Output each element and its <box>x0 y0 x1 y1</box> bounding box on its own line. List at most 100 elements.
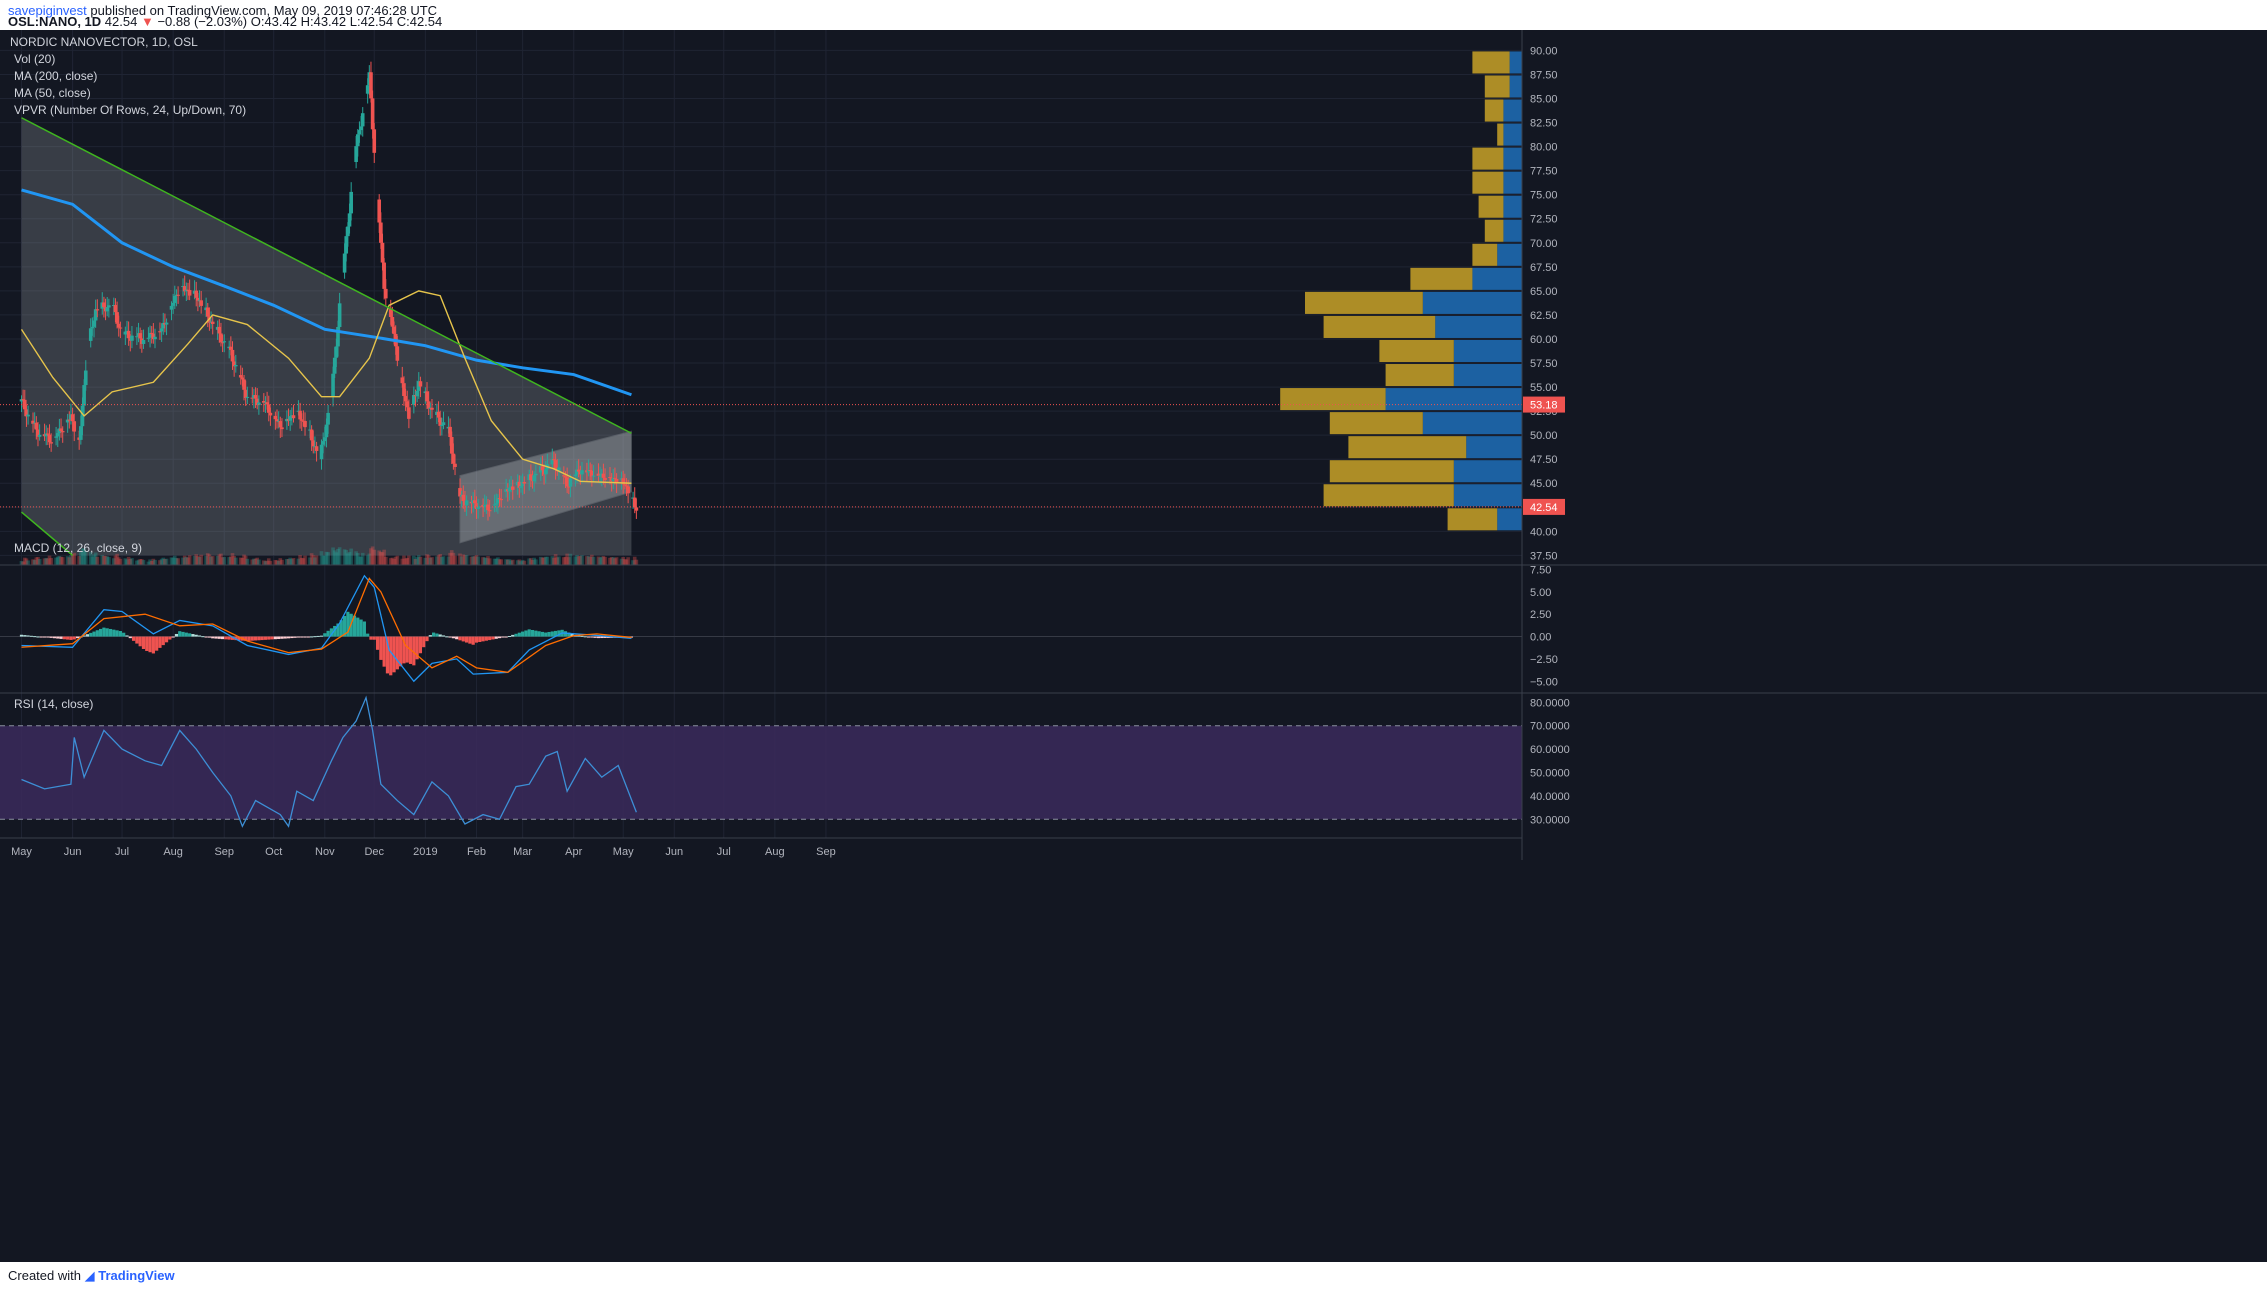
macd-histogram-bar <box>389 636 393 676</box>
vpvr-down-bar <box>1348 436 1467 459</box>
candle-body <box>59 428 63 432</box>
vpvr-up-bar <box>1497 508 1522 531</box>
symbol-name: OSL:NANO, 1D <box>8 14 102 29</box>
axes: 90.00 87.50 85.00 82.50 80.00 77.50 75.00 72.50… <box>11 45 1570 858</box>
volume-bar <box>265 560 269 565</box>
candle-body <box>458 488 462 497</box>
macd-histogram-bar <box>46 636 50 638</box>
candle-body <box>476 506 480 510</box>
candle-body <box>116 323 121 328</box>
macd-histogram-bar <box>178 631 182 637</box>
volume-bar <box>182 555 187 565</box>
volume-bar <box>384 556 388 565</box>
volume-bar <box>624 559 629 565</box>
chart-canvas[interactable]: 90.00 87.50 85.00 82.50 80.00 77.50 75.00 72.50… <box>0 30 2267 1262</box>
vpvr-down-bar <box>1472 51 1510 74</box>
candle-body <box>402 383 406 397</box>
candle-body <box>275 419 279 422</box>
macd-histogram-bar <box>392 636 396 673</box>
price-change: −0.88 (−2.03%) <box>157 14 248 29</box>
price-tick-label: 47.50 <box>1530 454 1558 466</box>
volume-bar <box>413 559 418 565</box>
volume-bar <box>598 557 602 565</box>
vpvr-up-bar <box>1503 147 1522 170</box>
author-link[interactable]: savepiginvest <box>8 3 87 18</box>
macd-histogram-bar <box>39 636 43 638</box>
channel-fill <box>459 430 632 544</box>
candle-body <box>273 415 278 420</box>
candle-body <box>222 341 227 343</box>
volume-bar <box>181 557 185 565</box>
candle-body <box>151 333 156 340</box>
candle-body <box>365 85 370 94</box>
price-badge-label: 53.18 <box>1530 400 1558 412</box>
volume-bar <box>336 548 340 565</box>
volume-bar <box>70 554 75 565</box>
macd-histogram-bar <box>359 619 363 637</box>
candle-body <box>598 475 602 477</box>
candle-body <box>311 440 316 447</box>
legend-ma50[interactable]: MA (50, close) <box>14 86 91 100</box>
candle-body <box>359 126 363 131</box>
candle-body <box>242 379 246 390</box>
candle-body <box>438 417 443 426</box>
rsi-legend[interactable]: RSI (14, close) <box>14 697 93 711</box>
volume-bar <box>543 556 548 565</box>
candle-body <box>430 407 434 410</box>
candle-body <box>118 327 123 329</box>
volume-bar <box>49 558 53 565</box>
created-with: Created with <box>8 1268 81 1283</box>
volume-bar <box>22 557 27 565</box>
volume-bar <box>565 553 569 565</box>
volume-bar <box>255 557 260 565</box>
macd-histogram-bar <box>336 623 340 637</box>
volume-bar <box>24 558 29 565</box>
candle-body <box>390 317 395 327</box>
macd-histogram-bar <box>478 636 482 642</box>
legend-ma200[interactable]: MA (200, close) <box>14 69 97 83</box>
candle-body <box>626 486 630 494</box>
macd-histogram-bar <box>537 631 541 637</box>
vpvr-up-bar <box>1422 291 1522 314</box>
macd-legend[interactable]: MACD (12, 26, close, 9) <box>14 541 142 555</box>
volume-bar <box>623 559 627 565</box>
macd-tick-label: 0.00 <box>1530 632 1551 644</box>
volume-bar <box>115 553 119 565</box>
volume-bar <box>116 557 121 565</box>
legend-vpvr[interactable]: VPVR (Number Of Rows, 24, Up/Down, 70) <box>14 103 246 117</box>
candle-body <box>552 459 556 461</box>
candle-body <box>319 444 324 460</box>
volume-bar <box>379 551 383 565</box>
candle-body <box>586 470 591 473</box>
volume-bar <box>187 555 192 565</box>
volume-bar <box>418 556 423 565</box>
volume-bar <box>403 558 408 565</box>
volume-bar <box>613 558 617 565</box>
volume-bar <box>509 560 513 565</box>
macd-histogram-bar <box>438 634 442 637</box>
macd-histogram-bar <box>158 636 162 648</box>
volume-bar <box>303 555 307 565</box>
candle-body <box>148 332 152 338</box>
macd-histogram-bar <box>501 636 505 638</box>
macd-histogram-bar <box>253 636 258 641</box>
legend-vol[interactable]: Vol (20) <box>14 52 55 66</box>
volume-bar <box>609 557 614 565</box>
macd-histogram-bar <box>62 636 66 640</box>
macd-histogram-bar <box>108 628 113 637</box>
macd-tick-label: 7.50 <box>1530 564 1551 576</box>
macd-histogram-bar <box>593 636 597 638</box>
trendline <box>21 117 632 434</box>
tradingview-brand[interactable]: TradingView <box>98 1268 175 1283</box>
volume-bar <box>151 558 156 565</box>
volume-bar <box>176 558 180 565</box>
candle-body <box>187 290 192 296</box>
volume-bar <box>80 548 85 565</box>
candle-body <box>497 498 502 500</box>
macd-histogram-bar <box>534 630 538 637</box>
candle-body <box>623 484 627 486</box>
signal-line <box>21 577 632 674</box>
macd-line <box>21 574 632 683</box>
candle-body <box>596 473 601 476</box>
rsi-pane <box>21 695 637 828</box>
